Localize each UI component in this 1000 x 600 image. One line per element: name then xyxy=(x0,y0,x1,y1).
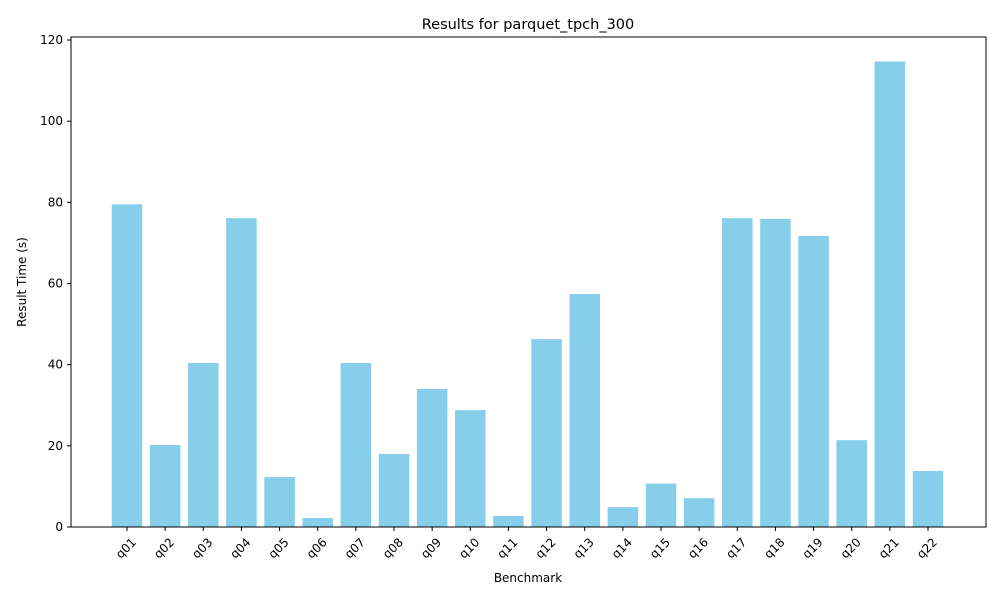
y-tick-label: 120 xyxy=(40,33,63,47)
y-tick-label: 60 xyxy=(48,277,63,291)
bar-q19 xyxy=(798,236,829,527)
x-tick-label: q07 xyxy=(342,535,368,561)
chart-title: Results for parquet_tpch_300 xyxy=(422,17,635,33)
x-tick-label: q03 xyxy=(189,535,215,561)
x-tick-label: q10 xyxy=(456,535,482,561)
bar-q22 xyxy=(912,471,944,527)
bar-q17 xyxy=(722,218,753,527)
bar-q03 xyxy=(188,363,219,527)
bar-q09 xyxy=(416,389,448,527)
x-tick-label: q06 xyxy=(304,535,330,561)
x-tick-label: q16 xyxy=(685,535,711,561)
bar-q14 xyxy=(607,507,639,527)
y-tick-label: 100 xyxy=(40,114,63,128)
x-tick-label: q22 xyxy=(914,535,940,561)
x-tick-label: q09 xyxy=(418,535,444,561)
bar-q11 xyxy=(493,516,524,527)
bar-q08 xyxy=(378,453,410,527)
bar-q04 xyxy=(226,218,257,527)
bar-q16 xyxy=(683,498,715,527)
y-tick-label: 20 xyxy=(48,439,63,453)
x-tick-label: q01 xyxy=(113,535,139,561)
x-tick-label: q13 xyxy=(571,535,597,561)
x-tick-label: q11 xyxy=(494,535,520,561)
x-tick-label: q21 xyxy=(876,535,902,561)
x-tick-label: q19 xyxy=(800,535,826,561)
bar-q13 xyxy=(569,294,600,527)
x-tick-label: q17 xyxy=(723,535,749,561)
bar-q15 xyxy=(645,483,677,527)
y-tick-label: 80 xyxy=(48,195,63,209)
bar-q07 xyxy=(340,363,372,527)
x-tick-label: q04 xyxy=(227,535,253,561)
bar-q10 xyxy=(455,410,486,527)
bar-q02 xyxy=(149,445,181,527)
bar-q05 xyxy=(264,477,295,527)
y-tick-label: 0 xyxy=(55,520,63,534)
x-tick-label: q15 xyxy=(647,535,673,561)
x-tick-label: q20 xyxy=(838,535,864,561)
plot-frame xyxy=(70,36,987,528)
bar-q18 xyxy=(760,218,791,527)
bar-q01 xyxy=(111,204,143,528)
x-axis: q01 q02 q03 q04 q05 q06 q07 q08 q09 q10 q11 q12 q13 q… xyxy=(113,527,940,561)
x-tick-label: q05 xyxy=(266,535,292,561)
bar-q06 xyxy=(302,518,333,527)
x-tick-label: q12 xyxy=(533,535,559,561)
x-axis-label: Benchmark xyxy=(494,571,562,585)
y-axis-label: Result Time (s) xyxy=(15,237,29,327)
bar-q21 xyxy=(874,61,906,527)
x-tick-label: q02 xyxy=(151,535,177,561)
y-axis: 0 20 40 60 80 100 120 xyxy=(40,33,71,534)
x-tick-label: q14 xyxy=(609,535,635,561)
bar-q20 xyxy=(836,440,867,527)
y-tick-label: 40 xyxy=(48,358,63,372)
bar-q12 xyxy=(531,339,562,527)
x-tick-label: q18 xyxy=(761,535,787,561)
x-tick-label: q08 xyxy=(380,535,406,561)
bars-group xyxy=(111,61,944,528)
